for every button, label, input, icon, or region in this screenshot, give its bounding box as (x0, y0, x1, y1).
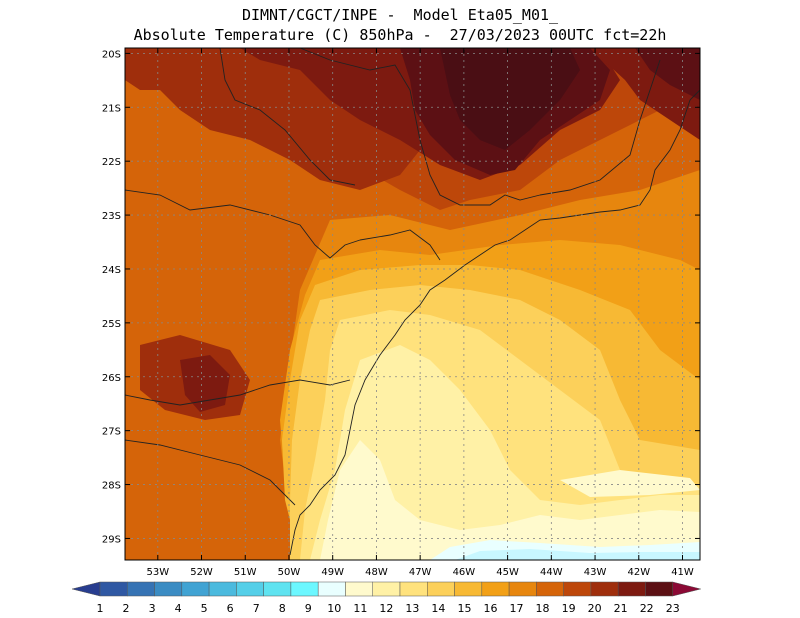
colorbar-segment (454, 581, 483, 597)
lon-label: 47W (409, 567, 432, 578)
field-23c-north (440, 48, 580, 150)
lon-label: 41W (671, 567, 694, 578)
field-22c-northeast (635, 48, 700, 100)
colorbar-labels: 1 2 3 4 5 6 7 8 9 10 11 12 13 14 15 16 17 18 19 20 21 22 23 (97, 602, 680, 615)
map-frame (124, 47, 701, 561)
lat-label: 27S (102, 427, 121, 438)
colorbar-label: 5 (201, 602, 208, 615)
field-11c (320, 440, 700, 560)
colorbar-segment (590, 581, 619, 597)
lon-label: 44W (540, 567, 563, 578)
colorbar-label: 22 (640, 602, 654, 615)
field-13c-patch (440, 335, 485, 368)
latitude-labels: 20S 21S 22S 23S 24S 25S 26S 27S 28S 29S (102, 49, 121, 545)
colorbar-segment (208, 581, 237, 597)
colorbar-segment (181, 581, 210, 597)
colorbar-segment (617, 581, 646, 597)
border-ms-pr (125, 189, 361, 259)
colorbar-segment (127, 581, 155, 597)
lon-label: 49W (321, 567, 344, 578)
border-mg-rj-es (539, 59, 661, 196)
political-borders (125, 48, 700, 556)
lat-label: 28S (102, 481, 121, 492)
border-sc-rs (125, 439, 296, 506)
colorbar-segment (236, 581, 264, 597)
colorbar-label: 6 (227, 602, 234, 615)
colorbar-label: 21 (614, 602, 628, 615)
colorbar-segment (345, 581, 373, 597)
colorbar-arrow-left (71, 581, 101, 597)
colorbar-segment (372, 581, 401, 597)
axis-ticks (125, 48, 700, 560)
colorbar-label: 10 (327, 602, 341, 615)
colorbar-label: 18 (536, 602, 550, 615)
colorbar-label: 4 (175, 602, 182, 615)
colorbar-label: 16 (483, 602, 497, 615)
colorbar-label: 20 (588, 602, 602, 615)
colorbar-label: 15 (457, 602, 471, 615)
colorbar-segment (481, 581, 510, 597)
lon-label: 50W (278, 567, 301, 578)
lon-label: 42W (627, 567, 650, 578)
colorbar-label: 3 (149, 602, 156, 615)
lat-label: 20S (102, 49, 121, 60)
field-21c-south (180, 355, 230, 412)
colorbar-label: 13 (405, 602, 419, 615)
temperature-field (125, 48, 700, 560)
colorbar-segment (536, 581, 564, 597)
colorbar-segment (508, 581, 537, 597)
colorbar-segment (563, 581, 592, 597)
colorbar-segment (399, 581, 428, 597)
colorbar-segment (99, 581, 128, 597)
lon-label: 53W (146, 567, 169, 578)
lon-label: 43W (584, 567, 607, 578)
colorbar (71, 581, 701, 597)
lon-label: 52W (190, 567, 213, 578)
lat-label: 22S (102, 157, 121, 168)
lon-label: 48W (365, 567, 388, 578)
field-12c (310, 345, 700, 560)
coastline (289, 89, 700, 556)
colorbar-label: 9 (305, 602, 312, 615)
colorbar-label: 7 (253, 602, 260, 615)
lat-label: 24S (102, 265, 121, 276)
colorbar-segment (645, 581, 673, 597)
lat-label: 29S (102, 534, 121, 545)
colorbar-segment (263, 581, 292, 597)
colorbar-label: 19 (562, 602, 576, 615)
colorbar-segment (317, 581, 346, 597)
lon-label: 45W (496, 567, 519, 578)
lat-label: 26S (102, 373, 121, 384)
graticule (125, 48, 700, 560)
lon-label: 46W (453, 567, 476, 578)
colorbar-label: 1 (97, 602, 104, 615)
border-ms-sp (219, 48, 356, 186)
colorbar-label: 23 (666, 602, 680, 615)
map-title-line2: Absolute Temperature (C) 850hPa - 27/03/… (133, 26, 667, 44)
colorbar-label: 11 (353, 602, 367, 615)
border-pr-sc (125, 379, 351, 406)
lat-label: 23S (102, 211, 121, 222)
lon-label: 51W (234, 567, 257, 578)
lat-label: 21S (102, 103, 121, 114)
border-sp-mg (299, 48, 541, 206)
colorbar-segment (290, 581, 319, 597)
colorbar-segment (154, 581, 183, 597)
field-11c-patch (560, 470, 700, 497)
longitude-labels: 53W 52W 51W 50W 49W 48W 47W 46W 45W 44W 43W 42W 41W (146, 567, 693, 578)
colorbar-label: 17 (510, 602, 524, 615)
colorbar-label: 14 (431, 602, 445, 615)
colorbar-label: 12 (379, 602, 393, 615)
colorbar-segment (427, 581, 455, 597)
colorbar-label: 2 (123, 602, 130, 615)
map-title-line1: DIMNT/CGCT/INPE - Model Eta05_M01_ (241, 6, 559, 24)
colorbar-arrow-right (672, 581, 701, 597)
border-sp-pr (359, 229, 441, 261)
lat-label: 25S (102, 319, 121, 330)
colorbar-label: 8 (279, 602, 286, 615)
